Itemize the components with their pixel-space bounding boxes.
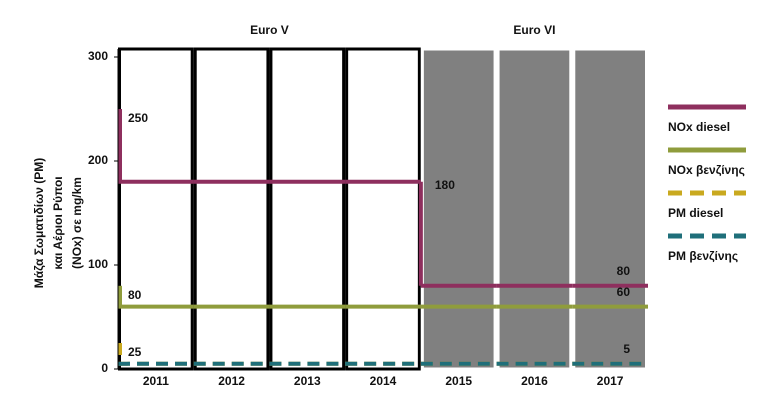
- legend-label: NOx βενζίνης: [668, 163, 745, 177]
- data-label: 5: [623, 342, 630, 356]
- period-box: [572, 47, 648, 371]
- period-box: [269, 47, 346, 371]
- y-axis-label: και Αέριοι Ρύποι: [51, 176, 65, 269]
- y-tick-label: 100: [88, 257, 108, 271]
- data-label: 250: [128, 111, 148, 125]
- group-label: Euro VI: [513, 23, 555, 37]
- legend-label: NOx diesel: [668, 120, 730, 134]
- data-label: 60: [617, 285, 631, 299]
- period-box: [193, 47, 270, 371]
- x-tick-label: 2016: [521, 374, 548, 388]
- data-label: 80: [617, 264, 631, 278]
- x-tick-label: 2012: [218, 374, 245, 388]
- data-label: 80: [128, 288, 142, 302]
- period-box: [345, 47, 421, 371]
- period-box: [118, 47, 194, 371]
- x-tick-label: 2017: [597, 374, 624, 388]
- y-tick-label: 300: [88, 49, 108, 63]
- group-label: Euro V: [250, 23, 289, 37]
- period-box: [496, 47, 573, 371]
- x-tick-label: 2011: [143, 374, 169, 388]
- x-tick-label: 2014: [370, 374, 397, 388]
- y-tick-label: 0: [101, 361, 108, 375]
- legend-label: PM βενζίνης: [668, 249, 738, 263]
- y-axis-label: (NOx) σε mg/km: [70, 177, 84, 269]
- data-label: 180: [435, 178, 455, 192]
- legend-label: PM diesel: [668, 206, 723, 220]
- period-box: [420, 47, 497, 371]
- data-label: 25: [128, 345, 142, 359]
- y-axis-label: Μάζα Σωματιδίων (PM): [32, 158, 46, 288]
- x-tick-label: 2015: [445, 374, 472, 388]
- x-tick-label: 2013: [294, 374, 321, 388]
- y-tick-label: 200: [88, 153, 108, 167]
